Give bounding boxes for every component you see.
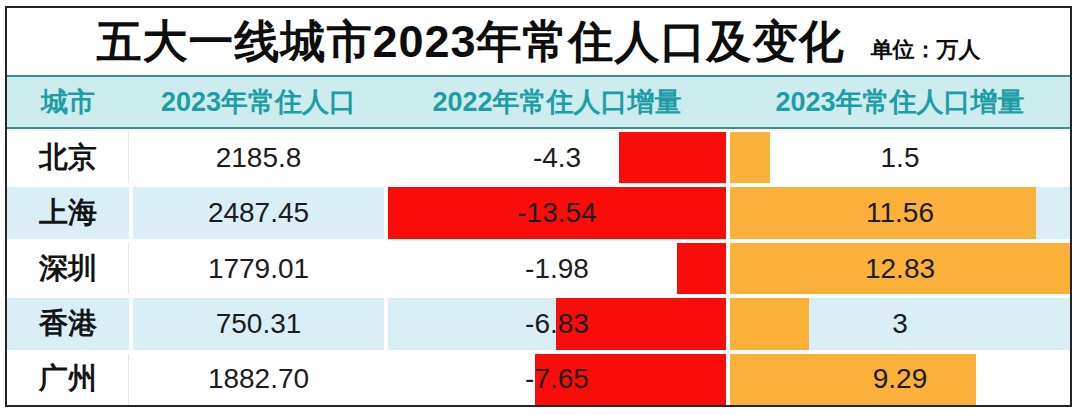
city-name: 香港 (39, 304, 97, 344)
title-bar: 五大一线城市2023年常住人口及变化 单位：万人 (7, 8, 1070, 75)
negative-bar-2022 (619, 132, 726, 183)
table-body: 北京 2185.8 -4.3 1.5 上海 2487.45 -13.54 11.… (7, 129, 1070, 405)
population-value: 1779.01 (208, 253, 309, 285)
infographic-frame: 五大一线城市2023年常住人口及变化 单位：万人 城市 2023年常住人口 20… (5, 6, 1072, 407)
city-name: 北京 (39, 138, 97, 178)
increment-2022-value: -4.3 (533, 142, 581, 174)
increment-2023-value: 9.29 (873, 363, 928, 395)
positive-bar-2023 (730, 298, 809, 349)
city-name: 广州 (39, 359, 97, 399)
increment-2022-value: -13.54 (517, 197, 596, 229)
table-row-guangzhou: 广州 1882.70 -7.65 9.29 (7, 354, 1070, 405)
population-value: 750.31 (216, 308, 302, 340)
increment-2023-value: 12.83 (865, 253, 935, 285)
increment-2022-value: -1.98 (525, 253, 589, 285)
population-value: 2185.8 (216, 142, 302, 174)
header-population-2023: 2023年常住人口 (133, 84, 384, 120)
table-row-beijing: 北京 2185.8 -4.3 1.5 (7, 132, 1070, 183)
unit-label: 单位：万人 (871, 35, 981, 65)
increment-2022-value: -7.65 (525, 363, 589, 395)
table-row-shenzhen: 深圳 1779.01 -1.98 12.83 (7, 243, 1070, 294)
negative-bar-2022 (677, 243, 726, 294)
header-increment-2022: 2022年常住人口增量 (388, 84, 726, 120)
positive-bar-2023 (730, 354, 976, 405)
city-name: 上海 (39, 193, 97, 233)
table-header-row: 城市 2023年常住人口 2022年常住人口增量 2023年常住人口增量 (7, 75, 1070, 129)
population-value: 1882.70 (208, 363, 309, 395)
positive-bar-2023 (730, 132, 770, 183)
increment-2023-value: 1.5 (881, 142, 920, 174)
population-value: 2487.45 (208, 197, 309, 229)
increment-2023-value: 3 (892, 308, 908, 340)
increment-2023-value: 11.56 (866, 197, 934, 229)
city-name: 深圳 (39, 249, 97, 289)
page-title: 五大一线城市2023年常住人口及变化 (96, 12, 844, 72)
header-increment-2023: 2023年常住人口增量 (730, 84, 1070, 120)
increment-2022-value: -6.83 (525, 308, 589, 340)
header-city: 城市 (7, 84, 129, 120)
table-row-shanghai: 上海 2487.45 -13.54 11.56 (7, 187, 1070, 238)
table-row-hongkong: 香港 750.31 -6.83 3 (7, 298, 1070, 349)
